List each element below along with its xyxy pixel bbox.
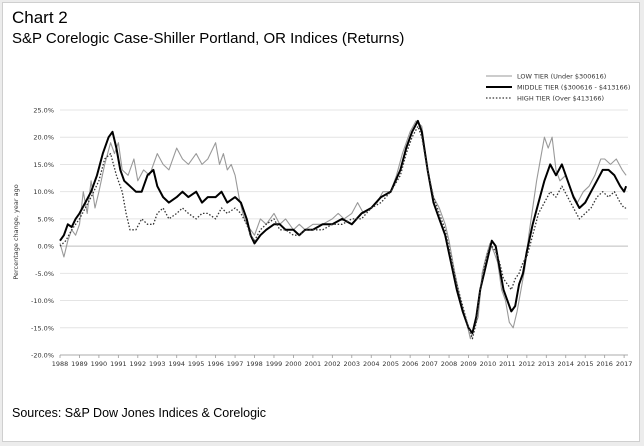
x-tick-label: 2002 bbox=[324, 360, 341, 368]
y-tick-label: 0.0% bbox=[37, 243, 54, 251]
x-tick-label: 1995 bbox=[188, 360, 205, 368]
x-tick-label: 1992 bbox=[130, 360, 147, 368]
x-tick-label: 2015 bbox=[577, 360, 594, 368]
series-line bbox=[59, 120, 627, 340]
chart-title: S&P Corelogic Case-Shiller Portland, OR … bbox=[12, 30, 405, 47]
legend-label: HIGH TIER (Over $413166) bbox=[517, 95, 604, 103]
x-tick-label: 2014 bbox=[557, 360, 574, 368]
source-note: Sources: S&P Dow Jones Indices & Corelog… bbox=[12, 406, 267, 420]
x-tick-label: 2001 bbox=[305, 360, 322, 368]
y-tick-label: -10.0% bbox=[31, 297, 54, 305]
legend: LOW TIER (Under $300616) MIDDLE TIER ($30… bbox=[486, 73, 630, 103]
x-tick-label: 1998 bbox=[246, 360, 263, 368]
x-tick-label: 1994 bbox=[168, 360, 185, 368]
x-tick-label: 1991 bbox=[110, 360, 127, 368]
y-tick-label: 20.0% bbox=[33, 134, 54, 142]
y-tick-label: 25.0% bbox=[33, 107, 54, 115]
y-axis-ticks: -20.0% -15.0% -10.0% -5.0% 0.0% 5.0% 10.0% 15.0… bbox=[31, 107, 54, 360]
x-tick-label: 1990 bbox=[91, 360, 108, 368]
y-tick-label: 15.0% bbox=[33, 161, 54, 169]
x-axis-ticks: 1988 1989 1990 1991 1992 1993 1994 1995 1996 1997… bbox=[52, 354, 633, 368]
x-tick-label: 1999 bbox=[266, 360, 283, 368]
x-tick-label: 1996 bbox=[207, 360, 224, 368]
x-tick-label: 1993 bbox=[149, 360, 166, 368]
y-tick-label: -20.0% bbox=[31, 352, 54, 360]
y-tick-label: 10.0% bbox=[33, 188, 54, 196]
x-tick-label: 1988 bbox=[52, 360, 69, 368]
x-tick-label: 1989 bbox=[71, 360, 88, 368]
x-tick-label: 1997 bbox=[227, 360, 244, 368]
x-tick-label: 2016 bbox=[596, 360, 613, 368]
x-tick-label: 2000 bbox=[285, 360, 302, 368]
y-tick-label: -15.0% bbox=[31, 324, 54, 332]
y-tick-label: 5.0% bbox=[37, 215, 54, 223]
x-tick-label: 2011 bbox=[499, 360, 516, 368]
x-tick-label: 2017 bbox=[616, 360, 633, 368]
x-tick-label: 2013 bbox=[538, 360, 555, 368]
chart-number-label: Chart 2 bbox=[12, 8, 68, 27]
x-tick-label: 2008 bbox=[441, 360, 458, 368]
legend-label: LOW TIER (Under $300616) bbox=[517, 73, 606, 81]
x-tick-label: 2003 bbox=[344, 360, 361, 368]
series-line bbox=[59, 125, 627, 340]
x-tick-label: 2009 bbox=[460, 360, 477, 368]
x-tick-label: 2007 bbox=[421, 360, 438, 368]
x-tick-label: 2006 bbox=[402, 360, 419, 368]
y-tick-label: -5.0% bbox=[35, 270, 54, 278]
x-tick-label: 2005 bbox=[382, 360, 399, 368]
x-tick-label: 2012 bbox=[519, 360, 536, 368]
series-lines bbox=[59, 119, 628, 340]
y-axis-label: Percentage change, year ago bbox=[12, 184, 20, 279]
legend-label: MIDDLE TIER ($300616 - $413166) bbox=[517, 84, 630, 92]
x-tick-label: 2004 bbox=[363, 360, 380, 368]
x-tick-label: 2010 bbox=[480, 360, 497, 368]
